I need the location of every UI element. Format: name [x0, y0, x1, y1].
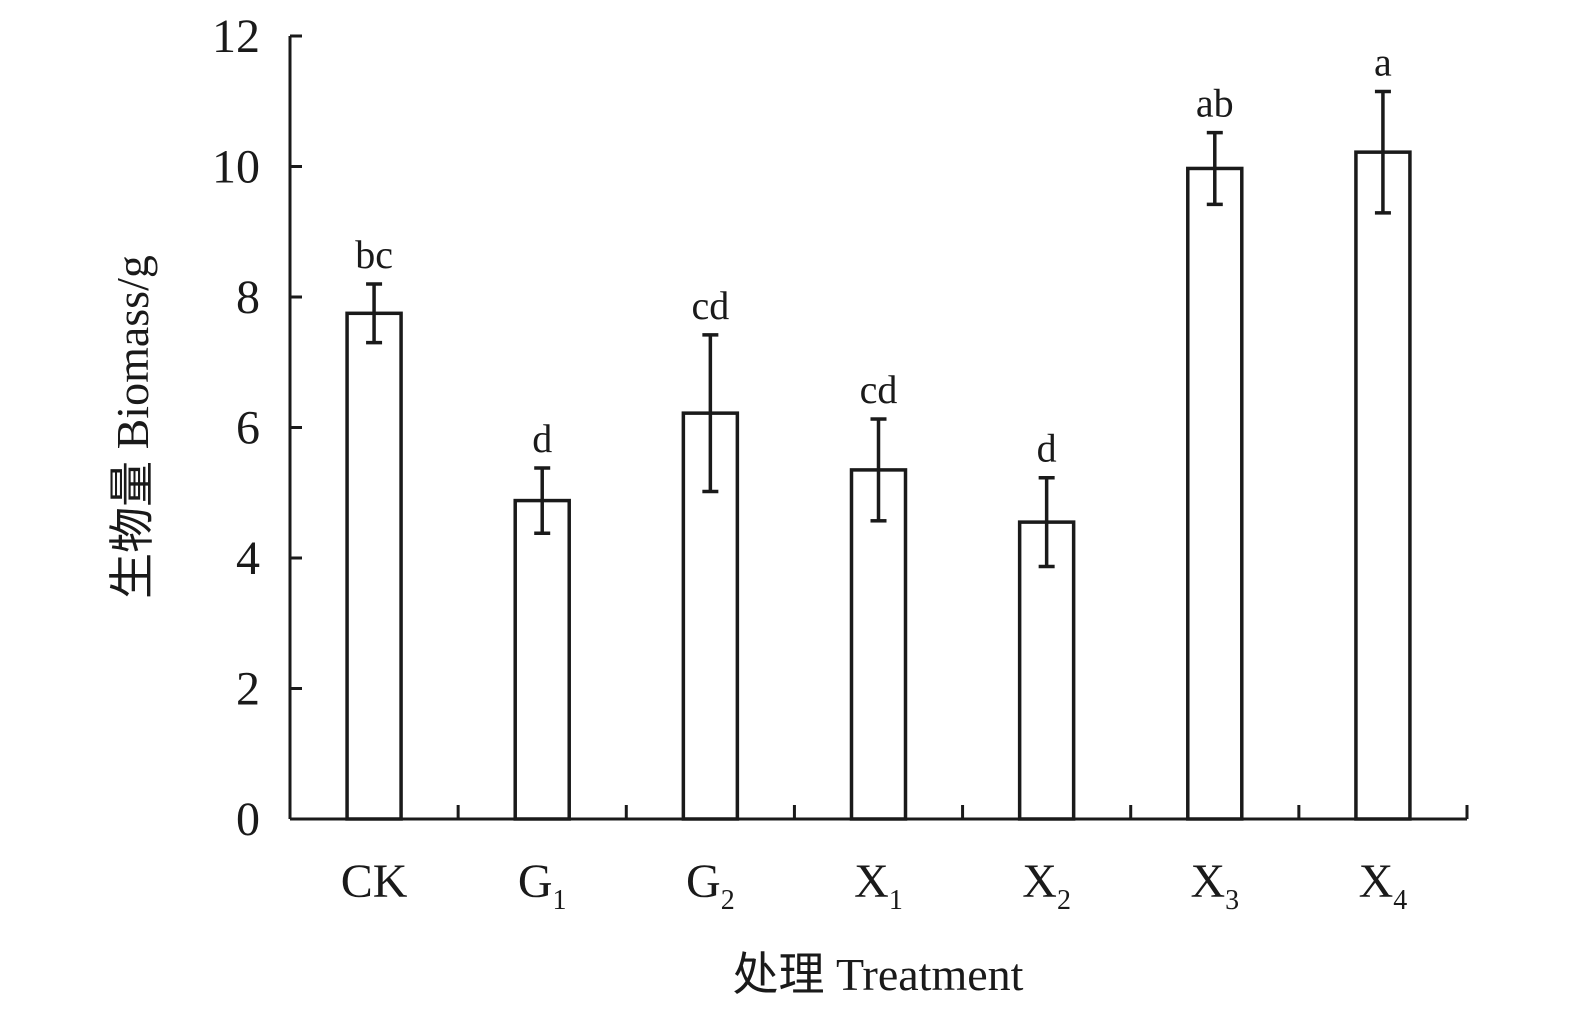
y-tick-label: 4: [236, 532, 260, 585]
category-subscript: 1: [889, 885, 903, 916]
bar: [513, 498, 571, 821]
bar: [849, 468, 908, 821]
category-subscript: 3: [1225, 885, 1239, 916]
significance-label: ab: [1196, 81, 1234, 126]
significance-label: cd: [691, 283, 729, 328]
category-subscript: 1: [553, 885, 567, 916]
significance-label: d: [532, 416, 552, 461]
labels: bc CK d G1 cd G2 cd X1 d X2 ab X3 a X4: [341, 39, 1408, 916]
category-label: X1: [854, 855, 903, 916]
bar: [345, 311, 403, 821]
y-tick-label: 6: [236, 402, 260, 455]
x-axis-title: 处理 Treatment: [733, 949, 1024, 1000]
significance-label: a: [1374, 39, 1392, 84]
category-label: CK: [341, 855, 408, 908]
significance-label: bc: [355, 232, 393, 277]
bar: [1354, 150, 1412, 821]
category-subscript: 4: [1393, 885, 1407, 916]
category-label: X3: [1190, 855, 1239, 916]
category-label: X4: [1359, 855, 1408, 916]
category-label: G2: [686, 855, 735, 916]
category-label: X2: [1022, 855, 1071, 916]
bar: [1017, 520, 1076, 821]
significance-label: cd: [860, 367, 898, 412]
bar: [1186, 166, 1244, 821]
y-tick-label: 0: [236, 793, 260, 846]
y-tick-label: 12: [212, 10, 260, 63]
y-tick-label: 10: [212, 141, 260, 194]
category-subscript: 2: [721, 885, 735, 916]
category-subscript: 2: [1057, 885, 1071, 916]
axes: 0 2 4 6 8 10 12: [212, 10, 1469, 846]
significance-label: d: [1037, 426, 1057, 471]
y-tick-label: 8: [236, 271, 260, 324]
y-tick-label: 2: [236, 663, 260, 716]
category-label: G1: [518, 855, 567, 916]
bars: [345, 89, 1412, 821]
y-axis-title: 生物量 Biomass/g: [107, 255, 158, 599]
